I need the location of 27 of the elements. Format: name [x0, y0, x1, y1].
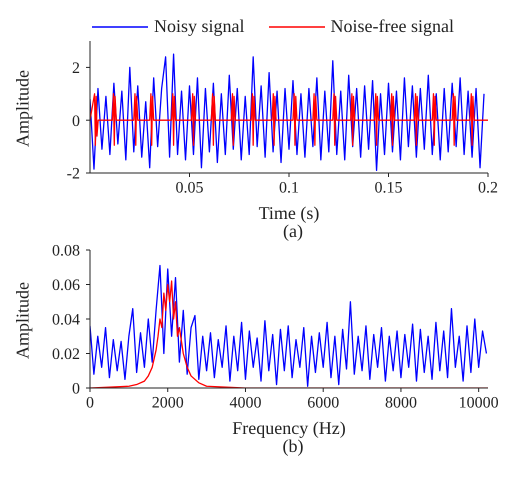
y-tick-label: -2 [66, 166, 80, 183]
line-series [90, 54, 485, 172]
y-axis-title: Amplitude [12, 70, 32, 147]
x-tick-label: 6000 [307, 394, 340, 412]
x-tick-label: 0 [86, 394, 94, 412]
x-tick-label: 4000 [229, 394, 262, 412]
y-tick-label: 0 [72, 112, 80, 130]
x-tick-label: 0.1 [279, 179, 299, 196]
x-tick-label: 0.05 [176, 179, 204, 196]
legend-label: Noise-free signal [330, 16, 454, 37]
y-tick-label: 0.06 [52, 277, 80, 294]
x-tick-label: 2000 [152, 394, 184, 412]
x-tick-label: 0.2 [478, 179, 498, 196]
line-series [90, 93, 488, 146]
x-tick-label: 10000 [458, 394, 499, 412]
y-axis-title: Amplitude [12, 282, 32, 359]
x-axis-title: Frequency (Hz) [232, 418, 346, 438]
x-axis-title: Time (s) [258, 203, 320, 223]
y-tick-label: 0.02 [52, 346, 80, 364]
y-tick-label: 2 [72, 60, 80, 78]
text: (a) [282, 221, 303, 242]
y-tick-label: 0.04 [52, 312, 80, 329]
y-tick-label: 0.08 [52, 242, 80, 260]
x-tick-label: 8000 [384, 394, 417, 412]
x-tick-label: 0.15 [374, 179, 402, 196]
legend-label: Noisy signal [154, 16, 245, 37]
y-tick-label: 0 [72, 380, 80, 398]
